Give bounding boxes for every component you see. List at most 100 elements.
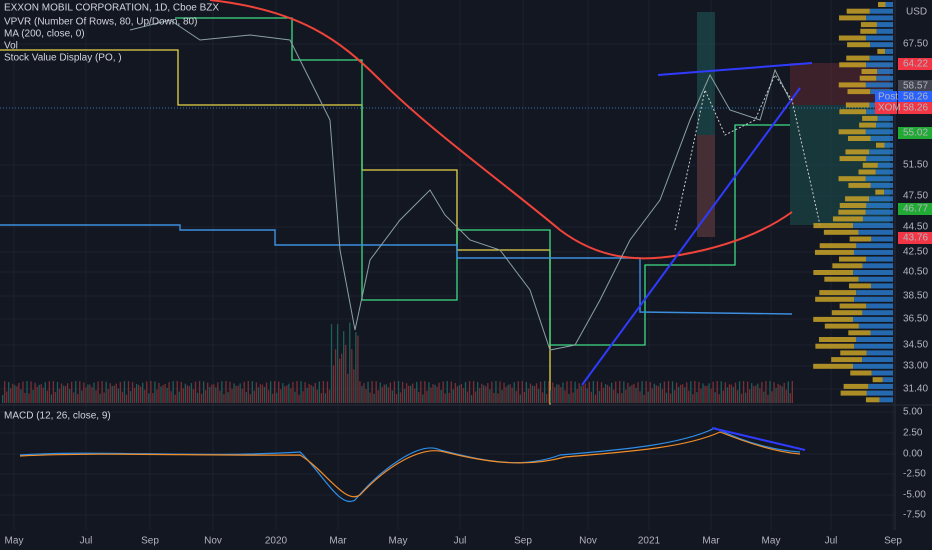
- volume-bar: [513, 382, 515, 403]
- volume-bar: [653, 383, 655, 403]
- symbol-title: EXXON MOBIL CORPORATION, 1D, Cboe BZX: [4, 3, 219, 14]
- price-label-bg: [898, 232, 932, 244]
- volume-bar: [20, 389, 22, 403]
- volume-bar: [174, 394, 176, 403]
- volume-bar: [637, 382, 639, 403]
- time-tick: Jul: [825, 536, 838, 547]
- profile-bar: [858, 276, 893, 282]
- profile-bar: [866, 62, 893, 68]
- volume-bar: [269, 381, 272, 403]
- macd-tick: -7.50: [903, 510, 926, 521]
- volume-bar: [525, 381, 528, 403]
- time-tick: 2021: [638, 536, 661, 547]
- profile-bar: [856, 290, 893, 296]
- volume-bar: [95, 390, 97, 403]
- volume-bar: [655, 385, 657, 403]
- volume-bar: [164, 383, 166, 403]
- volume-bar: [397, 381, 400, 403]
- volume-bar: [40, 384, 42, 403]
- volume-bar: [503, 382, 505, 403]
- volume-bar: [280, 389, 282, 403]
- volume-bar: [401, 381, 404, 403]
- volume-bar: [677, 386, 680, 403]
- volume-bar: [627, 382, 629, 403]
- profile-bar: [865, 209, 893, 215]
- volume-bar: [738, 381, 741, 403]
- volume-bar: [251, 381, 253, 403]
- volume-bar: [558, 384, 560, 403]
- volume-bar: [97, 381, 99, 403]
- profile-bar: [856, 243, 893, 249]
- volume-bar: [517, 381, 519, 403]
- volume-bar: [779, 385, 781, 403]
- volume-bar: [103, 392, 105, 403]
- volume-bar: [261, 384, 264, 403]
- profile-bar: [862, 310, 893, 316]
- volume-bar: [669, 393, 672, 403]
- volume-bar: [694, 381, 696, 403]
- volume-bar: [633, 383, 635, 403]
- volume-bar: [385, 384, 387, 403]
- volume-bar: [24, 392, 26, 403]
- volume-bar: [722, 390, 724, 403]
- volume-bar: [91, 387, 93, 403]
- volume-bar: [714, 392, 716, 403]
- price-tick: 42.50: [903, 247, 928, 258]
- volume-bar: [296, 381, 298, 403]
- volume-bar: [158, 382, 160, 403]
- volume-bar: [507, 384, 509, 403]
- volume-bar: [58, 388, 61, 403]
- profile-bar: [862, 357, 893, 363]
- profile-bar: [866, 156, 893, 162]
- profile-bar: [840, 350, 867, 356]
- volume-bar: [479, 388, 481, 403]
- volume-bar: [641, 381, 643, 403]
- volume-bar: [160, 386, 162, 403]
- volume-bar: [221, 381, 223, 403]
- volume-bar: [328, 389, 331, 403]
- volume-bar: [531, 385, 534, 403]
- profile-bar: [869, 196, 893, 202]
- volume-bar: [178, 391, 180, 403]
- profile-bar: [840, 390, 867, 396]
- time-tick: Nov: [204, 536, 222, 547]
- profile-bar: [839, 15, 867, 21]
- volume-bar: [144, 389, 146, 403]
- volume-bar: [460, 383, 463, 403]
- volume-bar: [355, 332, 357, 403]
- profile-bar: [832, 216, 863, 222]
- volume-bar: [734, 382, 737, 403]
- price-tick: 40.50: [903, 267, 928, 278]
- profile-bar: [862, 162, 878, 168]
- profile-bar: [839, 256, 867, 262]
- profile-bar: [848, 283, 871, 289]
- price-tag-bg: [875, 91, 897, 103]
- volume-bar: [148, 393, 150, 403]
- profile-bar: [877, 162, 893, 168]
- volume-bar: [184, 383, 186, 403]
- profile-bar: [853, 223, 893, 229]
- volume-bar: [68, 388, 71, 403]
- profile-bar: [838, 176, 866, 182]
- volume-bar: [635, 387, 637, 403]
- profile-bar: [838, 35, 866, 41]
- price-tag-bg: [875, 102, 897, 114]
- volume-bar: [196, 392, 199, 403]
- volume-bar: [140, 386, 142, 403]
- profile-bar: [854, 343, 893, 349]
- volume-bar: [257, 387, 260, 403]
- volume-bar: [188, 386, 191, 403]
- profile-bar: [884, 189, 893, 195]
- volume-bar: [395, 394, 398, 403]
- volume-bar: [472, 381, 475, 403]
- profile-bar: [847, 136, 871, 141]
- volume-bar: [775, 387, 777, 403]
- volume-bar: [493, 392, 495, 403]
- volume-bar: [789, 393, 791, 403]
- profile-bar: [839, 62, 867, 68]
- volume-bar: [129, 391, 132, 403]
- time-tick: Jul: [80, 536, 93, 547]
- volume-bar: [215, 387, 217, 403]
- volume-bar: [54, 391, 57, 403]
- volume-bar: [704, 385, 706, 403]
